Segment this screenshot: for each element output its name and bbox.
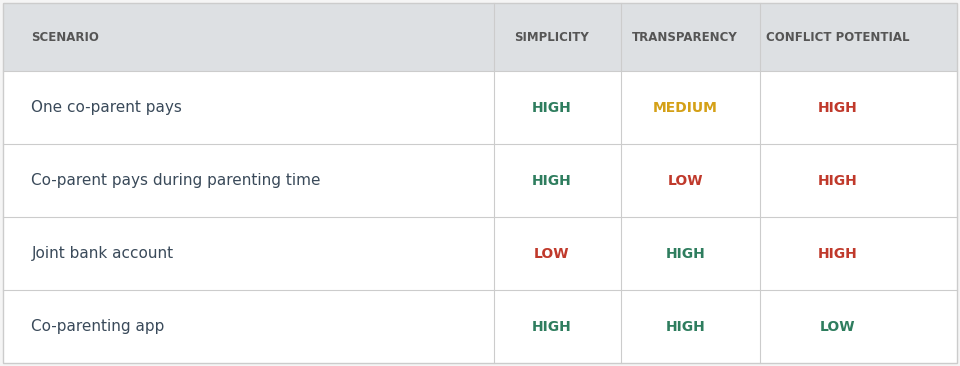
Text: SCENARIO: SCENARIO (32, 30, 99, 44)
Text: Co-parent pays during parenting time: Co-parent pays during parenting time (32, 173, 321, 188)
FancyBboxPatch shape (3, 217, 957, 290)
Text: SIMPLICITY: SIMPLICITY (515, 30, 588, 44)
Text: HIGH: HIGH (818, 174, 858, 188)
Text: LOW: LOW (820, 320, 855, 334)
Text: TRANSPARENCY: TRANSPARENCY (633, 30, 738, 44)
Text: HIGH: HIGH (532, 101, 571, 115)
FancyBboxPatch shape (3, 290, 957, 363)
Text: LOW: LOW (667, 174, 703, 188)
Text: CONFLICT POTENTIAL: CONFLICT POTENTIAL (766, 30, 910, 44)
Text: MEDIUM: MEDIUM (653, 101, 718, 115)
Text: HIGH: HIGH (818, 101, 858, 115)
FancyBboxPatch shape (3, 144, 957, 217)
Text: HIGH: HIGH (818, 247, 858, 261)
Text: Joint bank account: Joint bank account (32, 246, 174, 261)
Text: Co-parenting app: Co-parenting app (32, 319, 165, 334)
Text: HIGH: HIGH (665, 247, 705, 261)
Text: HIGH: HIGH (665, 320, 705, 334)
Text: HIGH: HIGH (532, 174, 571, 188)
Text: One co-parent pays: One co-parent pays (32, 100, 182, 115)
FancyBboxPatch shape (3, 3, 957, 71)
FancyBboxPatch shape (3, 71, 957, 144)
Text: LOW: LOW (534, 247, 569, 261)
Text: HIGH: HIGH (532, 320, 571, 334)
